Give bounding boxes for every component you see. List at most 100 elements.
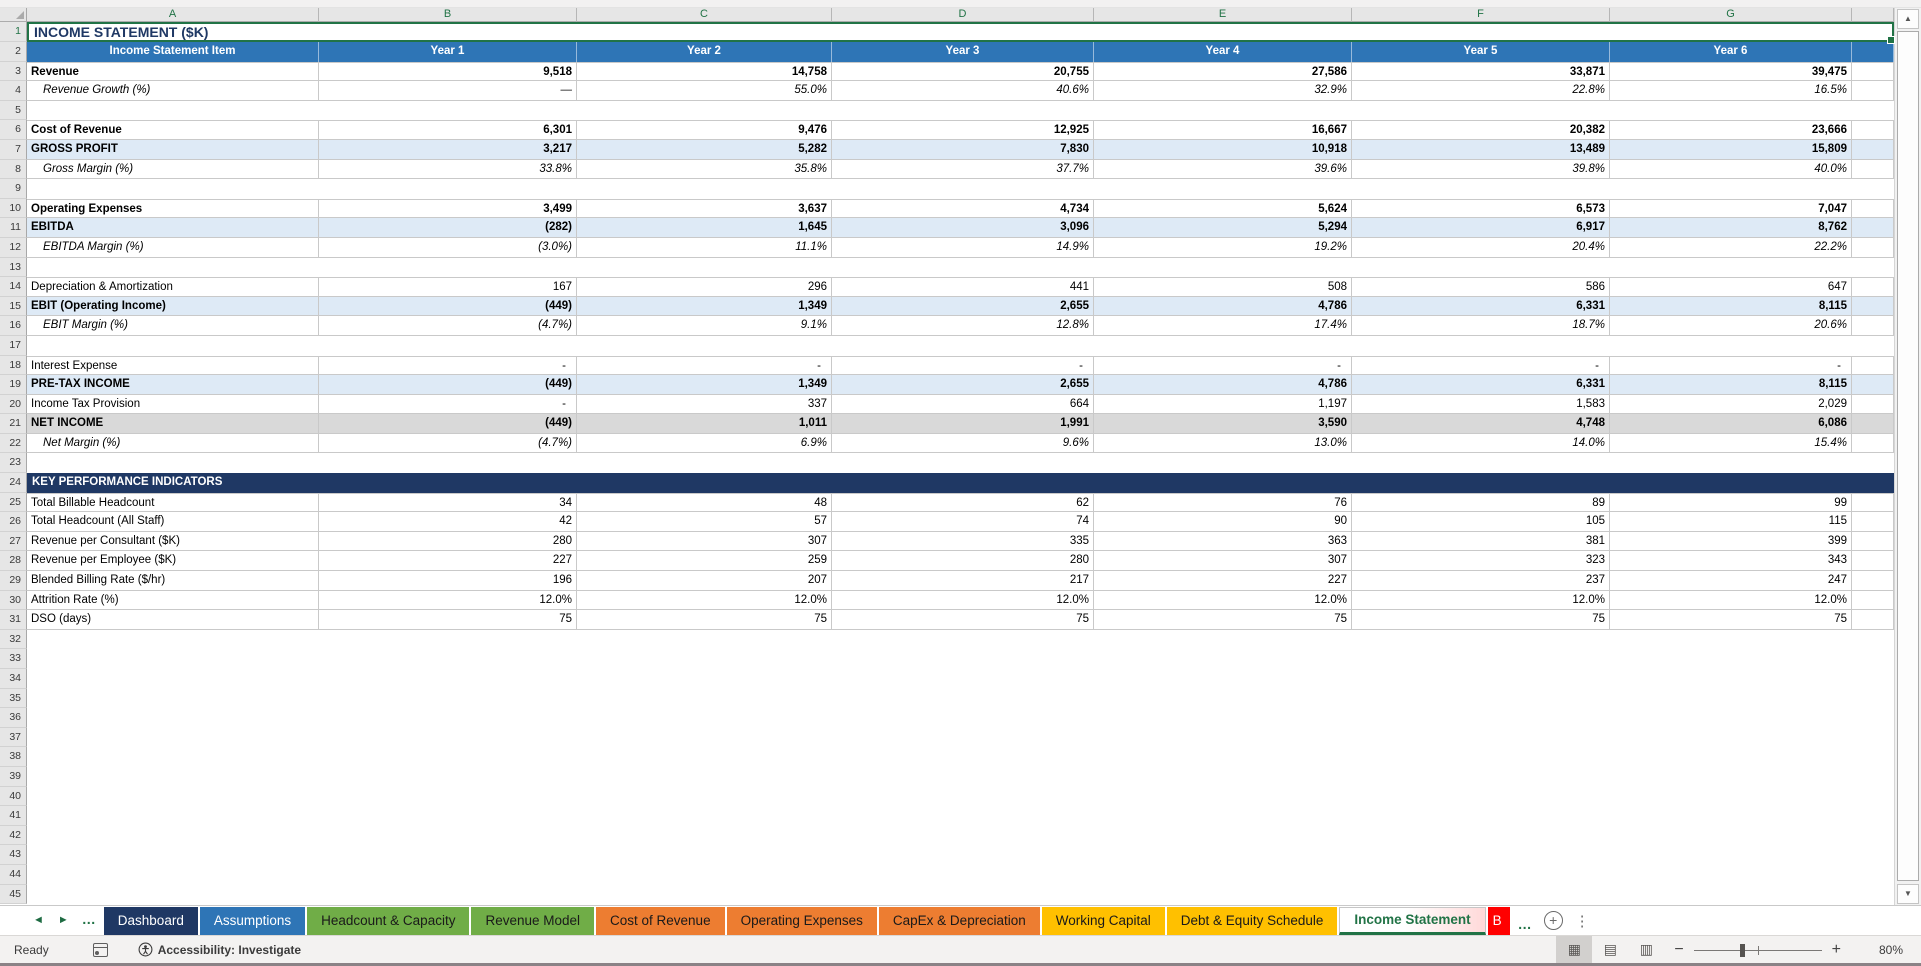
grid-cell[interactable]: 42 bbox=[319, 512, 577, 532]
grid-cell[interactable]: 4,748 bbox=[1352, 414, 1610, 434]
grid-cell[interactable]: 20,382 bbox=[1352, 120, 1610, 140]
tabs-scroll-left-icon[interactable]: ◄ bbox=[33, 914, 44, 926]
grid-cell[interactable] bbox=[1852, 316, 1894, 336]
grid-cell[interactable] bbox=[27, 649, 1894, 669]
grid-cell[interactable]: 8,115 bbox=[1610, 375, 1852, 395]
grid-cell[interactable] bbox=[1852, 277, 1894, 297]
grid-cell[interactable] bbox=[27, 335, 1894, 356]
row-label-cell[interactable]: NET INCOME bbox=[27, 414, 319, 434]
grid-cell[interactable]: 33,871 bbox=[1352, 61, 1610, 82]
grid-cell[interactable] bbox=[1852, 61, 1894, 82]
grid-cell[interactable] bbox=[27, 845, 1894, 865]
table-header-year-cell[interactable]: Year 4 bbox=[1094, 42, 1352, 62]
row-label-cell[interactable]: Operating Expenses bbox=[27, 198, 319, 219]
row-label-cell[interactable]: PRE-TAX INCOME bbox=[27, 375, 319, 395]
row-number[interactable]: 29 bbox=[0, 571, 27, 591]
tabs-overflow-right[interactable]: … bbox=[1517, 916, 1532, 932]
grid-cell[interactable]: 335 bbox=[832, 531, 1094, 552]
row-label-cell[interactable]: EBIT Margin (%) bbox=[27, 316, 319, 336]
grid-cell[interactable]: 4,786 bbox=[1094, 375, 1352, 395]
row-number[interactable]: 12 bbox=[0, 237, 27, 258]
row-label-cell[interactable]: Net Margin (%) bbox=[27, 433, 319, 454]
row-number[interactable]: 31 bbox=[0, 610, 27, 630]
row-label-cell[interactable]: Gross Margin (%) bbox=[27, 159, 319, 180]
grid-cell[interactable]: 363 bbox=[1094, 531, 1352, 552]
grid-cell[interactable]: 3,590 bbox=[1094, 414, 1352, 434]
grid-cell[interactable] bbox=[1852, 139, 1894, 160]
column-header-E[interactable]: E bbox=[1094, 8, 1352, 22]
sheet-title-cell[interactable]: INCOME STATEMENT ($K) bbox=[27, 22, 1894, 42]
grid-cell[interactable]: 4,734 bbox=[832, 198, 1094, 219]
grid-cell[interactable]: 12.0% bbox=[319, 590, 577, 611]
grid-cell[interactable]: 1,349 bbox=[577, 296, 832, 317]
column-header-A[interactable]: A bbox=[27, 8, 319, 22]
row-label-cell[interactable]: Total Billable Headcount bbox=[27, 492, 319, 513]
column-header-D[interactable]: D bbox=[832, 8, 1094, 22]
grid-cell[interactable]: 247 bbox=[1610, 571, 1852, 591]
row-number[interactable]: 8 bbox=[0, 159, 27, 180]
grid-cell[interactable] bbox=[1852, 394, 1894, 415]
grid-cell[interactable]: 14.0% bbox=[1352, 433, 1610, 454]
grid-cell[interactable]: 20.4% bbox=[1352, 237, 1610, 258]
grid-cell[interactable]: 22.8% bbox=[1352, 81, 1610, 101]
grid-cell[interactable]: 399 bbox=[1610, 531, 1852, 552]
grid-cell[interactable]: 167 bbox=[319, 277, 577, 297]
row-label-cell[interactable]: EBIT (Operating Income) bbox=[27, 296, 319, 317]
grid-cell[interactable]: 14,758 bbox=[577, 61, 832, 82]
grid-cell[interactable]: 12,925 bbox=[832, 120, 1094, 140]
row-label-cell[interactable]: GROSS PROFIT bbox=[27, 139, 319, 160]
grid-cell[interactable]: 647 bbox=[1610, 277, 1852, 297]
grid-cell[interactable] bbox=[27, 884, 1894, 905]
grid-cell[interactable]: 12.0% bbox=[1352, 590, 1610, 611]
grid-cell[interactable]: 62 bbox=[832, 492, 1094, 513]
row-label-cell[interactable]: EBITDA Margin (%) bbox=[27, 237, 319, 258]
grid-cell[interactable]: 35.8% bbox=[577, 159, 832, 180]
grid-cell[interactable]: 1,011 bbox=[577, 414, 832, 434]
sheet-tab-b[interactable]: B bbox=[1487, 907, 1510, 935]
grid-cell[interactable] bbox=[27, 786, 1894, 807]
row-number[interactable]: 13 bbox=[0, 257, 27, 278]
zoom-slider[interactable] bbox=[1693, 943, 1822, 957]
grid-cell[interactable]: 7,047 bbox=[1610, 198, 1852, 219]
grid-cell[interactable]: - bbox=[1352, 355, 1610, 376]
grid-cell[interactable] bbox=[1852, 492, 1894, 513]
tabs-scroll-right-icon[interactable]: ► bbox=[57, 914, 69, 926]
grid-cell[interactable]: 13,489 bbox=[1352, 139, 1610, 160]
sheet-tab-working-capital[interactable]: Working Capital bbox=[1041, 907, 1165, 935]
grid-cell[interactable] bbox=[1852, 512, 1894, 532]
grid-cell[interactable]: - bbox=[319, 355, 577, 376]
grid-cell[interactable]: 2,655 bbox=[832, 296, 1094, 317]
row-number[interactable]: 41 bbox=[0, 806, 27, 826]
grid-cell[interactable]: 27,586 bbox=[1094, 61, 1352, 82]
grid-cell[interactable] bbox=[27, 669, 1894, 689]
grid-cell[interactable]: 20,755 bbox=[832, 61, 1094, 82]
grid-cell[interactable]: 32.9% bbox=[1094, 81, 1352, 101]
grid-cell[interactable]: 586 bbox=[1352, 277, 1610, 297]
grid-cell[interactable]: 12.0% bbox=[1610, 590, 1852, 611]
grid-cell[interactable] bbox=[27, 747, 1894, 767]
grid-cell[interactable] bbox=[1852, 414, 1894, 434]
row-number[interactable]: 4 bbox=[0, 81, 27, 101]
grid-cell[interactable] bbox=[27, 825, 1894, 846]
row-label-cell[interactable]: Revenue per Employee ($K) bbox=[27, 551, 319, 572]
grid-cell[interactable] bbox=[27, 806, 1894, 826]
scroll-up-icon[interactable]: ▲ bbox=[1897, 9, 1919, 29]
row-number[interactable]: 32 bbox=[0, 629, 27, 650]
row-number[interactable]: 17 bbox=[0, 335, 27, 356]
grid-cell[interactable]: 14.9% bbox=[832, 237, 1094, 258]
vertical-scrollbar[interactable]: ▲ ▼ bbox=[1894, 8, 1921, 905]
row-label-cell[interactable]: Interest Expense bbox=[27, 355, 319, 376]
grid-cell[interactable]: 74 bbox=[832, 512, 1094, 532]
grid-cell[interactable]: 4,786 bbox=[1094, 296, 1352, 317]
row-number[interactable]: 6 bbox=[0, 120, 27, 140]
grid-cell[interactable]: (282) bbox=[319, 218, 577, 238]
row-number[interactable]: 23 bbox=[0, 453, 27, 474]
grid-cell[interactable]: 89 bbox=[1352, 492, 1610, 513]
grid-cell[interactable]: 15,809 bbox=[1610, 139, 1852, 160]
row-number[interactable]: 2 bbox=[0, 42, 27, 62]
row-number[interactable]: 28 bbox=[0, 551, 27, 572]
grid-cell[interactable]: 16,667 bbox=[1094, 120, 1352, 140]
row-number[interactable]: 16 bbox=[0, 316, 27, 336]
grid-cell[interactable]: 40.6% bbox=[832, 81, 1094, 101]
page-layout-view-button[interactable]: ▤ bbox=[1603, 941, 1617, 957]
